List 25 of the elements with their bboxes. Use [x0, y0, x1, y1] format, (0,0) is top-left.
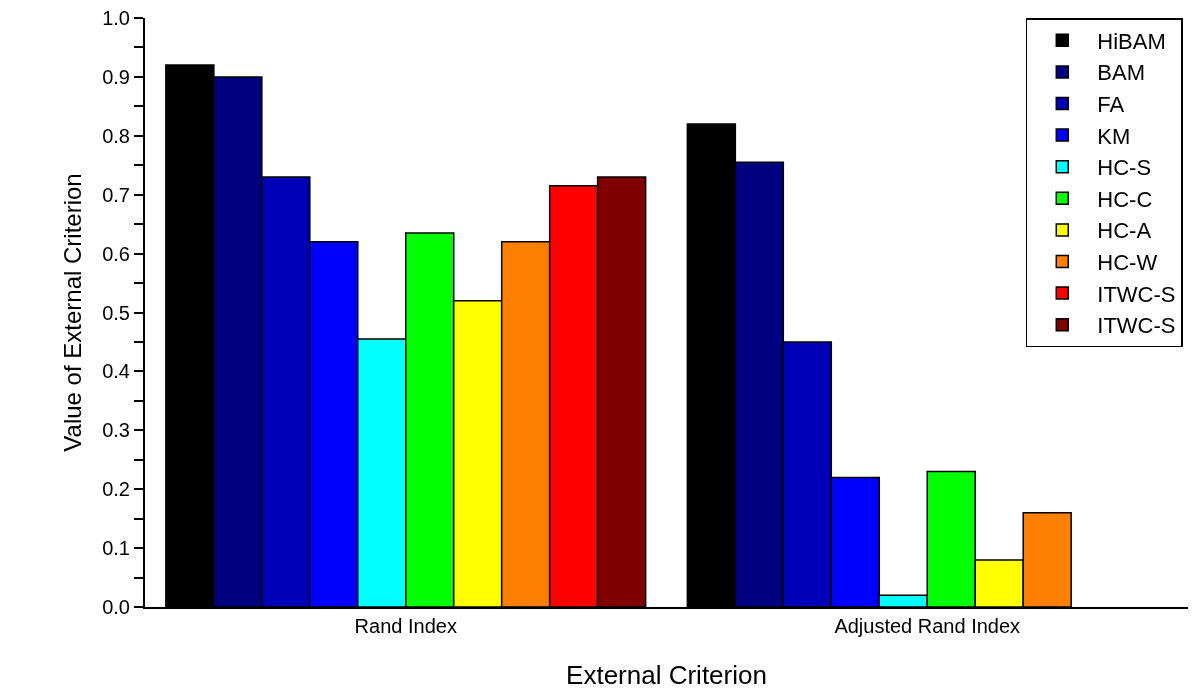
x-tick-label: Adjusted Rand Index	[834, 615, 1021, 637]
y-tick-label: 0.4	[102, 360, 130, 383]
y-tick-label: 0.8	[102, 124, 130, 147]
y-tick-label: 0.6	[102, 242, 130, 265]
y-tick-label: 1.0	[102, 7, 130, 29]
y-tick-label: 0.5	[102, 301, 130, 324]
legend-label: ITWC-S	[1097, 281, 1176, 307]
x-axis-title: External Criterion	[566, 660, 767, 691]
y-tick-label: 0.1	[102, 537, 130, 560]
legend-label: HiBAM	[1097, 28, 1166, 54]
y-tick-label: 0.0	[102, 596, 130, 618]
y-tick-label: 0.3	[102, 419, 130, 442]
legend-label: HC-W	[1097, 250, 1158, 276]
y-tick-label: 0.2	[102, 478, 130, 501]
legend-label: ITWC-S	[1097, 313, 1176, 339]
legend-label: HC-C	[1097, 186, 1153, 212]
y-tick-label: 0.9	[102, 65, 130, 88]
legend-label: HC-A	[1097, 218, 1152, 244]
y-axis-title: Value of External Criterion	[58, 173, 86, 452]
legend-label: HC-S	[1097, 155, 1152, 181]
y-tick-label: 0.7	[102, 183, 130, 206]
legend-label: KM	[1097, 123, 1131, 149]
legend-label: FA	[1097, 92, 1125, 118]
legend-label: BAM	[1097, 60, 1145, 86]
x-tick-label: Rand Index	[354, 615, 457, 637]
